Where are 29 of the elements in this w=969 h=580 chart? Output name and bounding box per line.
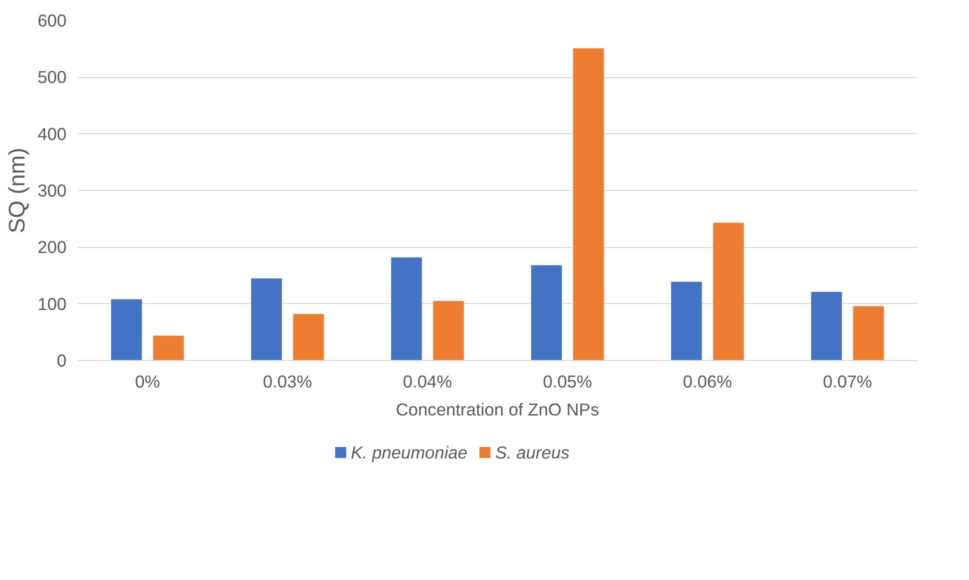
bar (713, 222, 744, 360)
x-tick-label: 0.07% (822, 372, 872, 392)
x-tick-label: 0% (134, 372, 160, 392)
x-tick-label: 0.05% (542, 372, 592, 392)
y-tick-label: 100 (38, 294, 67, 314)
bar (153, 336, 184, 360)
bar (811, 292, 842, 360)
y-tick-label: 600 (38, 10, 67, 30)
y-tick-label: 500 (38, 67, 67, 88)
x-axis-title: Concentration of ZnO NPs (396, 400, 600, 420)
y-axis-title: SQ (nm) (4, 148, 30, 234)
bar (391, 257, 422, 360)
bar (573, 48, 604, 360)
y-tick-label: 400 (38, 124, 67, 144)
bar (531, 265, 562, 360)
bar (293, 314, 324, 360)
legend-label: K. pneumoniae (350, 442, 468, 462)
x-tick-label: 0.04% (402, 372, 452, 392)
y-tick-label: 0 (56, 350, 67, 370)
bar (251, 278, 282, 360)
bar (671, 282, 702, 360)
bar (433, 301, 464, 360)
bar (111, 299, 142, 360)
legend-label: S. aureus (495, 442, 570, 462)
x-tick-label: 0.03% (262, 372, 312, 392)
x-tick-label: 0.06% (682, 372, 732, 392)
bar (853, 306, 884, 360)
y-tick-label: 300 (38, 180, 67, 200)
y-tick-label: 200 (38, 237, 67, 258)
